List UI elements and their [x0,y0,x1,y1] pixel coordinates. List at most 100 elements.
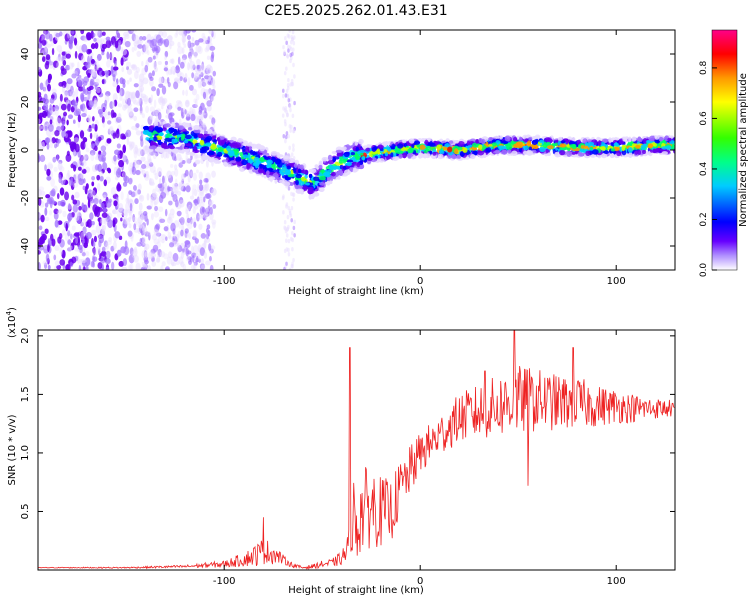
noise-blob [72,204,78,213]
noise-blob [80,155,87,164]
noise-blob [211,219,217,225]
ridge-blob [246,142,252,147]
noise-blob [94,145,98,152]
ridge-blob [419,144,426,150]
noise-blob [77,173,84,182]
noise-blob [160,265,164,270]
noise-blob [69,245,73,250]
streak-blob [288,267,292,270]
noise-blob [168,112,173,121]
noise-blob [189,60,196,70]
noise-blob [140,81,144,86]
snr-x-tick-label: 100 [607,576,626,587]
noise-blob [45,194,51,199]
noise-blob [85,61,91,69]
noise-blob [39,82,44,91]
noise-blob [193,230,197,238]
ridge-blob [547,145,554,150]
ridge-blob [318,160,323,165]
noise-blob [153,196,159,205]
noise-blob [98,240,102,248]
ridge-blob [459,151,465,157]
ridge-blob [208,129,213,135]
noise-blob [188,232,192,240]
noise-blob [132,248,138,257]
noise-blob [131,250,138,259]
noise-blob [180,251,185,259]
noise-blob [83,242,88,249]
ridge-blob [589,146,594,150]
noise-blob [83,34,87,43]
noise-blob [66,204,73,210]
noise-blob [151,111,156,116]
noise-blob [56,154,59,162]
streak-blob [282,194,285,199]
ridge-blob [627,147,633,153]
noise-blob [119,95,123,101]
ridge-blob [569,144,576,148]
noise-blob [174,168,179,177]
ridge-blob [539,146,546,153]
noise-blob [182,89,185,96]
noise-blob [55,108,59,117]
ridge-blob [193,124,200,131]
ridge-blob [670,135,674,139]
noise-blob [101,224,107,232]
noise-blob [210,54,214,63]
noise-blob [122,49,129,58]
noise-blob [58,177,63,184]
noise-blob [155,231,161,237]
noise-blob [104,114,111,120]
snr-series-line [38,330,675,570]
ridge-blob [184,122,190,128]
noise-blob [91,181,95,187]
noise-blob [51,137,56,144]
noise-blob [196,64,200,70]
ridge-blob [154,125,159,132]
noise-blob [177,56,181,65]
noise-blob [124,90,131,100]
ridge-blob [615,137,620,141]
noise-blob [66,172,70,181]
noise-blob [74,191,80,199]
ridge-blob [181,149,185,154]
noise-blob [200,258,204,265]
noise-blob [108,237,113,243]
ridge-blob [266,170,270,176]
streak-blob [291,51,294,57]
noise-blob [143,95,149,103]
noise-blob [152,244,159,252]
noise-blob [54,104,60,111]
noise-blob [66,119,69,126]
streak-blob [293,233,296,238]
noise-blob [46,43,52,48]
noise-blob [116,143,122,149]
noise-blob [139,110,144,116]
noise-blob [139,36,143,41]
streak-blob [286,82,290,88]
streak-blob [289,107,292,113]
ridge-blob [327,154,333,161]
noise-blob [64,91,69,99]
noise-blob [101,43,108,50]
noise-blob [146,231,151,236]
ridge-blob [585,150,591,157]
noise-blob [59,247,63,256]
noise-blob [84,141,88,149]
noise-blob [166,35,173,41]
ridge-blob [531,136,539,140]
noise-blob [144,44,149,54]
noise-blob [129,144,133,151]
ridge-blob [350,151,355,156]
noise-blob [189,107,194,115]
noise-blob [125,91,131,97]
noise-blob [121,266,128,270]
ridge-blob [235,142,242,149]
streak-blob [292,143,295,148]
noise-blob [61,123,65,131]
noise-blob [203,196,206,203]
noise-blob [198,38,204,43]
ridge-blob [436,144,442,150]
ridge-blob [637,150,642,155]
ridge-blob [308,168,313,173]
